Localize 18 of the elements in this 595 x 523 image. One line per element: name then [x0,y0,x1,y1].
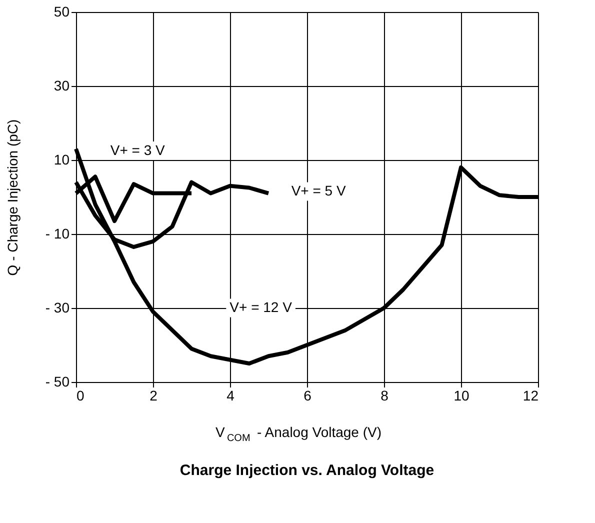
y-tick-label: 50 [54,4,70,20]
x-tick-label: 2 [150,388,158,404]
x-tick-label: 8 [380,388,389,404]
x-tick-label: 12 [522,388,539,404]
y-tick-label: - 50 [45,374,70,390]
y-tick-label: 30 [54,78,70,94]
series-label: V+ = 3 V [110,142,166,158]
text: Charge Injection vs. Analog Voltage [180,462,434,479]
y-tick-label: - 30 [45,300,70,316]
x-tick-label: 0 [76,388,84,404]
x-tick-label: 10 [454,388,470,404]
x-tick-label: 4 [226,388,235,404]
x-tick-label: 6 [304,388,312,404]
y-axis-title: Q - Charge Injection (pC) [4,119,20,276]
y-tick-label: - 10 [45,226,70,242]
series-label: V+ = 5 V [291,182,346,198]
text: V+ = 12 V [230,299,293,315]
y-tick-label: 10 [54,152,70,168]
